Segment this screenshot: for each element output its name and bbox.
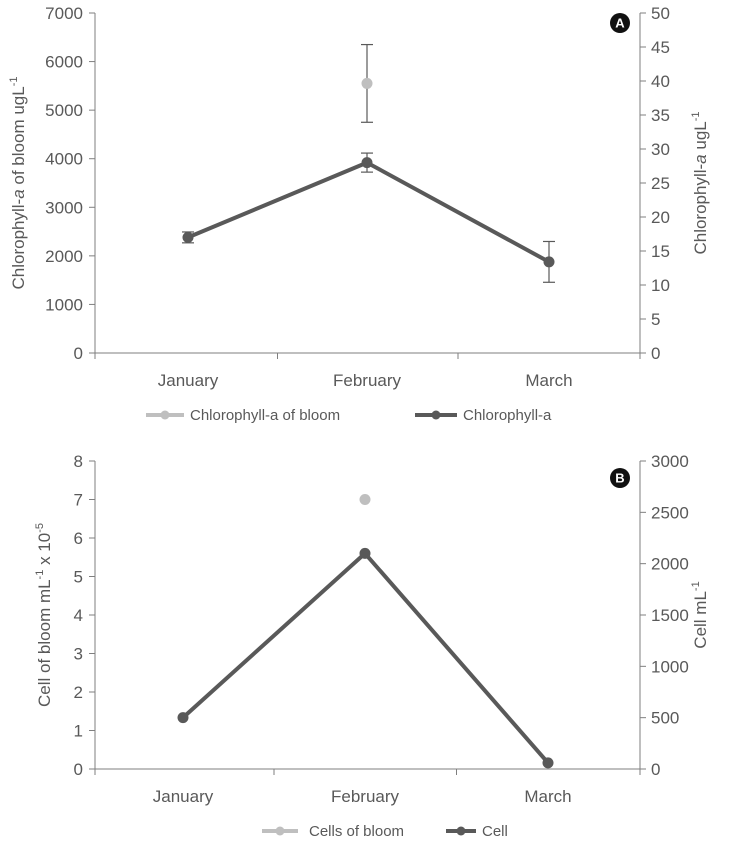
right-tick-label: 0: [651, 760, 660, 779]
left-tick-label: 7000: [45, 4, 83, 23]
legend-swatch-marker: [431, 410, 441, 420]
right-tick-label: 40: [651, 72, 670, 91]
right-tick-label: 20: [651, 208, 670, 227]
chart-panel-a: 0 1000 2000 3000 4000 5000 6000 7000 0 5 10 15 20 25 3…: [8, 4, 710, 424]
right-axis-title: Cell mL-1: [690, 581, 710, 648]
chart-panel-b: 0 1 2 3 4 5 6 7 8 0 500 1000 1500 2000 2500 3000 January…: [34, 452, 710, 840]
right-tick-label: 15: [651, 242, 670, 261]
left-tick-label: 2000: [45, 247, 83, 266]
left-axis-title: Cell of bloom mL-1 x 10-5: [34, 523, 54, 707]
right-tick-label: 2500: [651, 503, 689, 522]
x-tick-label: February: [333, 371, 402, 390]
x-tick-label: February: [331, 787, 400, 806]
panel-badge: [610, 13, 630, 33]
left-tick-label: 3000: [45, 198, 83, 217]
panel-label: B: [615, 471, 624, 486]
series-chlorophyll-a: [182, 152, 555, 283]
left-tick-label: 5: [74, 568, 83, 587]
left-tick-label: 6000: [45, 53, 83, 72]
legend-label: Cells of bloom: [309, 823, 404, 840]
left-tick-label: 1000: [45, 295, 83, 314]
legend-label: Chlorophyll-a of bloom: [190, 407, 340, 424]
left-tick-label: 7: [74, 491, 83, 510]
legend-item: Cell: [446, 823, 508, 840]
panel-label: A: [615, 16, 625, 31]
data-point: [543, 256, 555, 268]
left-tick-label: 5000: [45, 101, 83, 120]
series-cell: [177, 547, 554, 769]
data-point: [361, 157, 373, 169]
x-tick-label: January: [153, 787, 214, 806]
right-tick-label: 35: [651, 106, 670, 125]
legend-swatch-marker: [160, 410, 170, 420]
legend-label: Cell: [482, 823, 508, 840]
right-tick-label: 1000: [651, 657, 689, 676]
legend-swatch-marker: [275, 826, 285, 836]
x-tick-label: January: [158, 371, 219, 390]
right-tick-label: 30: [651, 140, 670, 159]
right-tick-label: 1500: [651, 606, 689, 625]
legend-label: Chlorophyll-a: [463, 407, 552, 424]
left-tick-label: 4: [74, 606, 83, 625]
right-tick-label: 5: [651, 310, 660, 329]
left-tick-label: 0: [74, 760, 83, 779]
left-tick-label: 4000: [45, 150, 83, 169]
legend-item: Cells of bloom: [262, 823, 404, 840]
legend-swatch-marker: [456, 826, 466, 836]
left-tick-label: 3: [74, 645, 83, 664]
series-line: [187, 160, 550, 264]
right-tick-label: 2000: [651, 555, 689, 574]
left-tick-label: 6: [74, 529, 83, 548]
right-tick-label: 0: [651, 344, 660, 363]
panel-badge: [610, 468, 630, 488]
legend-item: Chlorophyll-a: [415, 407, 552, 424]
left-tick-label: 8: [74, 452, 83, 471]
right-tick-label: 50: [651, 4, 670, 23]
right-tick-label: 45: [651, 38, 670, 57]
data-point: [361, 77, 373, 89]
right-tick-label: 10: [651, 276, 670, 295]
series-cells-of-bloom: [359, 494, 371, 505]
right-tick-label: 25: [651, 174, 670, 193]
data-point: [177, 712, 189, 724]
series-line: [181, 551, 550, 765]
series-chlorophyll-a-of-bloom: [361, 43, 373, 123]
x-tick-label: March: [524, 787, 571, 806]
data-point: [542, 757, 554, 769]
right-tick-label: 500: [651, 709, 679, 728]
right-tick-label: 3000: [651, 452, 689, 471]
left-tick-label: 1: [74, 722, 83, 741]
left-tick-label: 2: [74, 683, 83, 702]
x-tick-label: March: [525, 371, 572, 390]
left-axis-title: Chlorophyll-a of bloom ugL-1: [8, 77, 28, 290]
left-tick-label: 0: [74, 344, 83, 363]
data-point: [359, 494, 371, 505]
right-axis-title: Chlorophyll-a ugL-1: [690, 111, 710, 254]
data-point: [182, 231, 194, 243]
data-point: [359, 547, 371, 559]
legend-item: Chlorophyll-a of bloom: [146, 407, 340, 424]
